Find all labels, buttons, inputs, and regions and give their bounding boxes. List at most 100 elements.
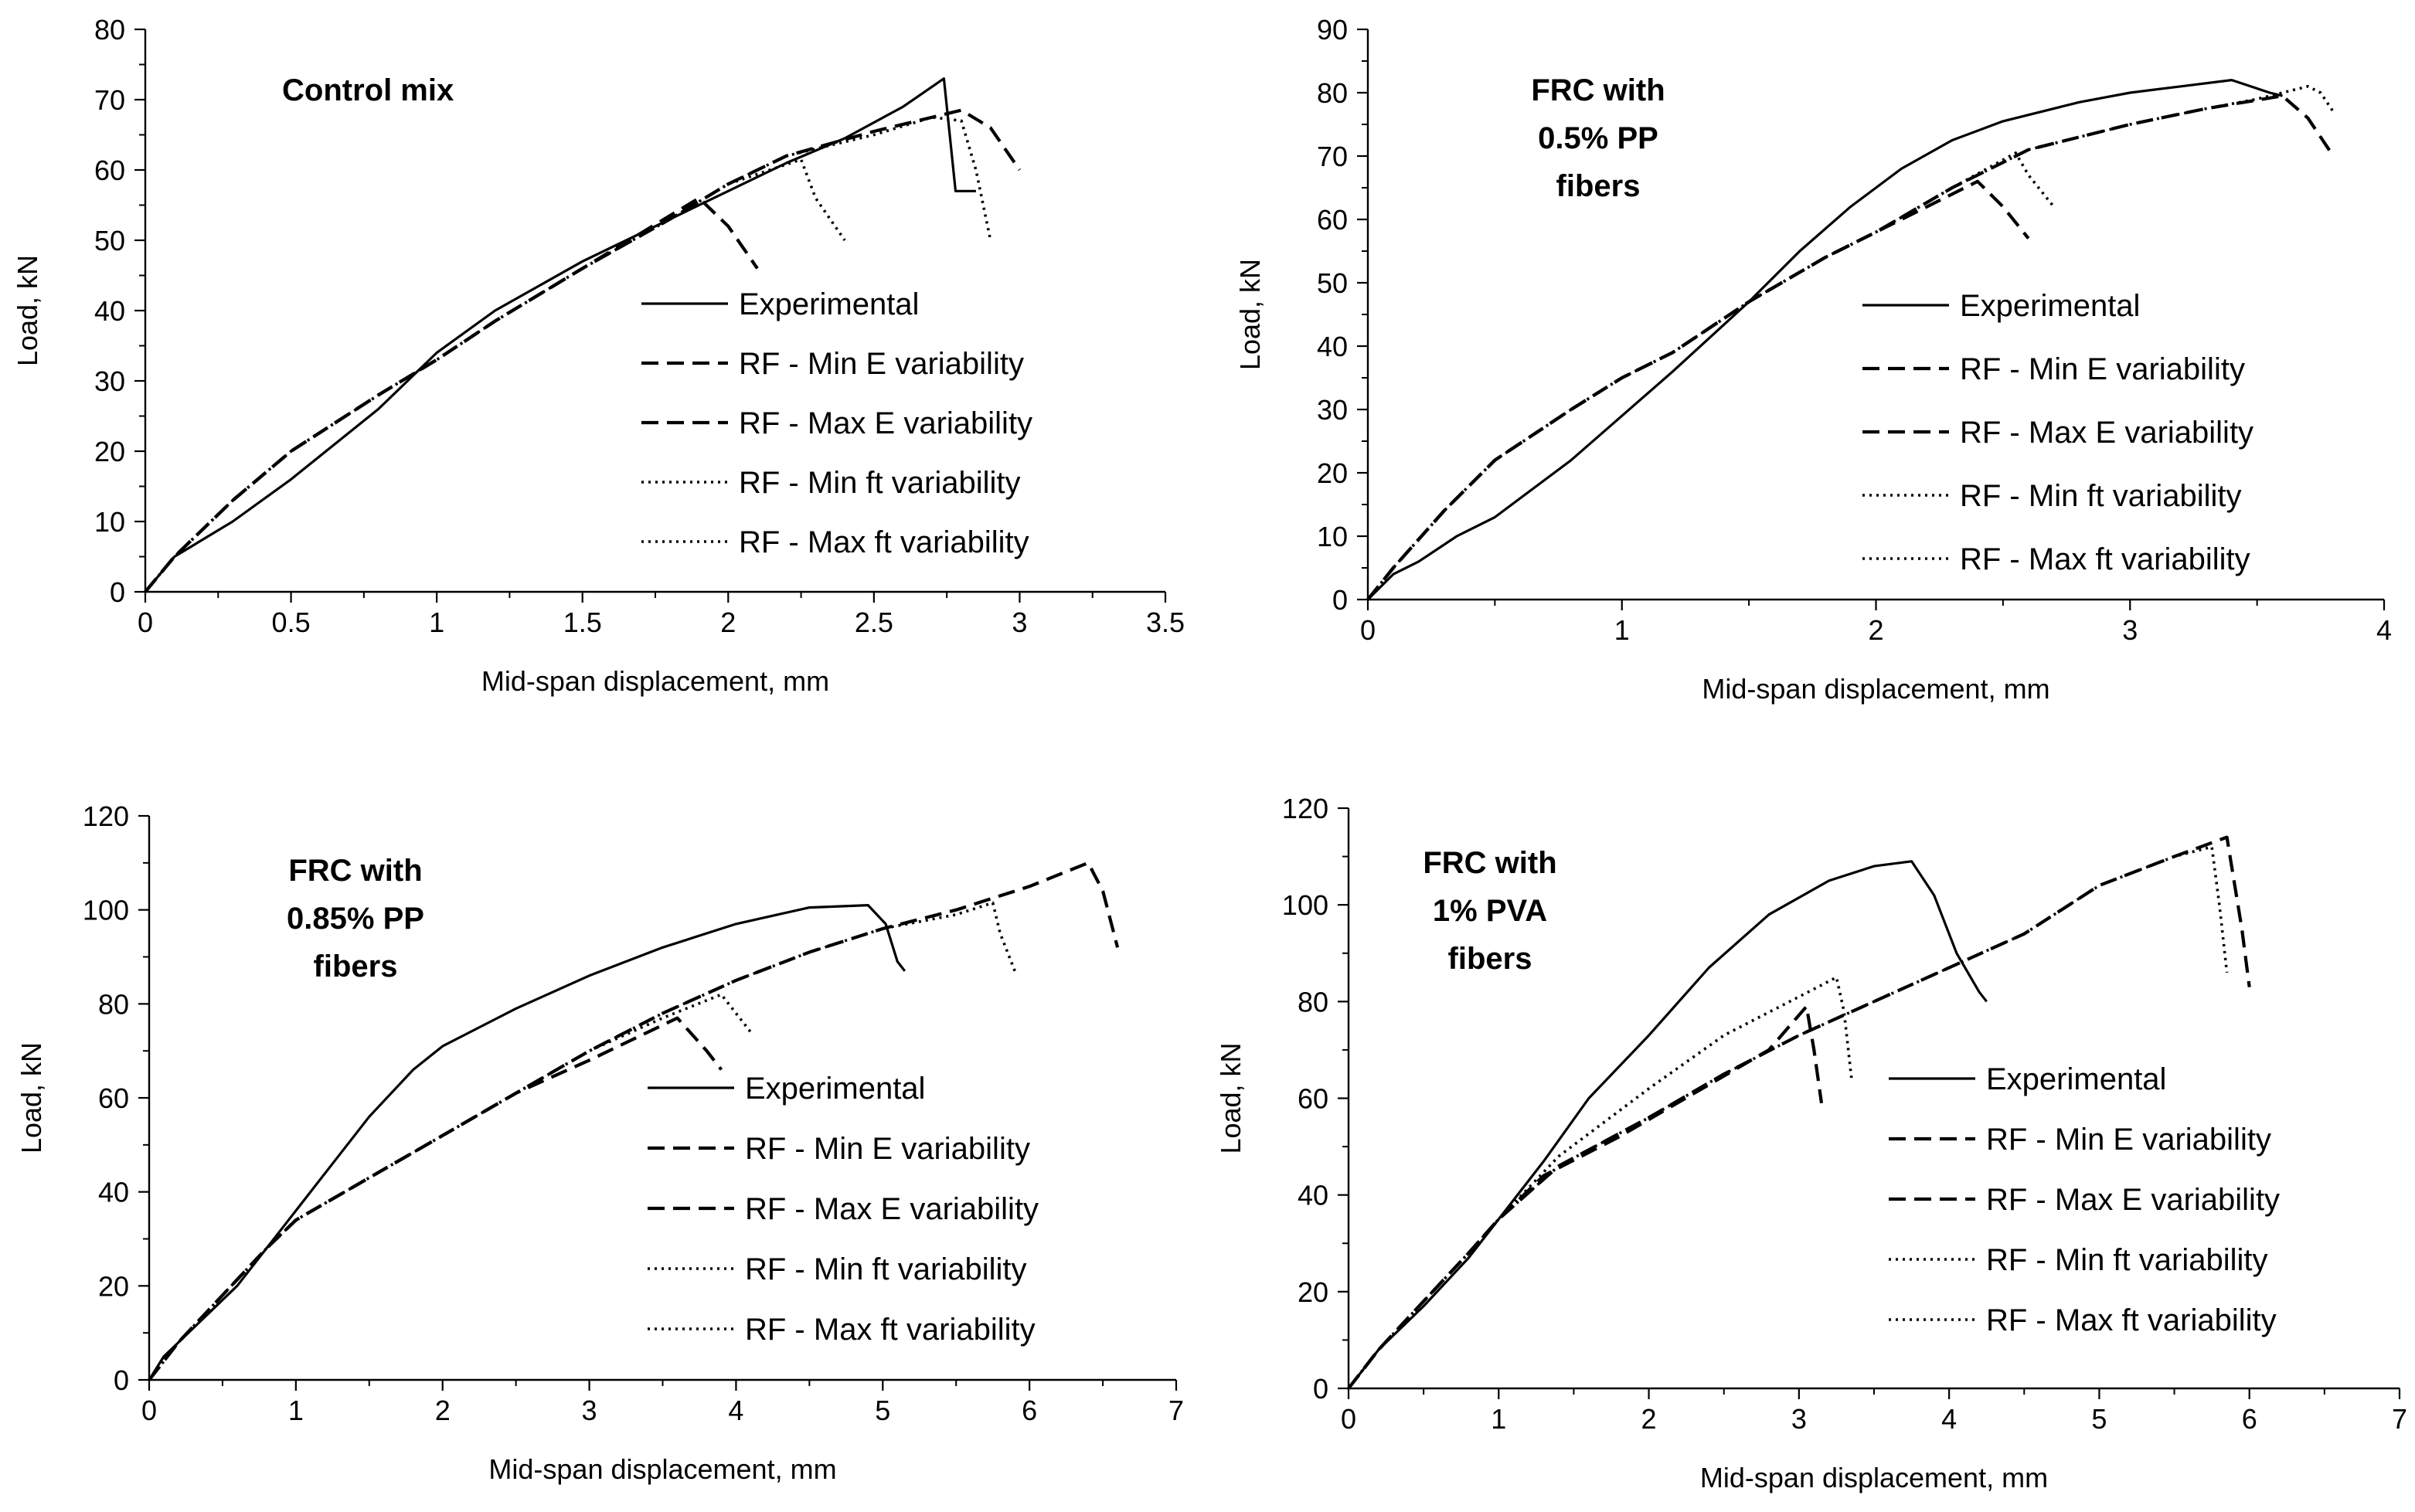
legend: Experimental RF - Min E variability RF - M… (1889, 1062, 2280, 1337)
legend-label: RF - Min E variability (745, 1132, 1030, 1166)
y-tick-label: 20 (1317, 457, 1348, 489)
y-tick-label: 20 (1298, 1276, 1328, 1308)
y-tick-label: 30 (94, 365, 125, 397)
chart-title: FRC with 1% PVA fibers (1423, 846, 1556, 976)
x-tick-label: 6 (2242, 1403, 2257, 1435)
legend: Experimental RF - Min E variability RF - M… (648, 1072, 1039, 1347)
y-tick-label: 60 (1298, 1083, 1328, 1115)
legend-label: RF - Max E variability (1986, 1183, 2280, 1217)
x-axis-label: Mid-span displacement, mm (488, 1453, 836, 1485)
y-tick-label: 100 (83, 895, 129, 926)
x-tick-label: 7 (2392, 1403, 2407, 1435)
x-tick-label: 2 (1868, 614, 1883, 646)
legend-label: RF - Max ft variability (745, 1313, 1036, 1347)
chart-title-line: FRC with (1423, 846, 1556, 880)
legend-label: RF - Max ft variability (1960, 542, 2250, 576)
series-line-1 (144, 77, 976, 593)
series-line-3 (1366, 94, 2335, 601)
y-tick-label: 80 (98, 988, 129, 1020)
y-tick-label: 80 (1317, 77, 1348, 109)
legend-label: RF - Min ft variability (745, 1252, 1027, 1286)
chart-title-line: fibers (1448, 942, 1532, 976)
x-tick-label: 5 (875, 1395, 890, 1426)
legend-label: RF - Max E variability (739, 406, 1032, 440)
legend-label: RF - Min ft variability (739, 466, 1021, 500)
y-tick-label: 0 (1313, 1373, 1328, 1405)
x-tick-label: 3 (1791, 1403, 1807, 1435)
y-tick-label: 0 (114, 1364, 129, 1396)
series-line-4 (1347, 976, 1853, 1390)
y-tick-label: 90 (1317, 14, 1348, 46)
y-tick-label: 0 (1332, 584, 1348, 616)
legend-label: Experimental (1960, 289, 2140, 323)
legend-label: RF - Min E variability (1986, 1123, 2271, 1157)
legend-label: RF - Max ft variability (1986, 1303, 2277, 1337)
x-axis-label: Mid-span displacement, mm (481, 665, 829, 697)
y-tick-label: 30 (1317, 394, 1348, 426)
y-tick-label: 60 (94, 155, 125, 186)
y-tick-label: 80 (94, 14, 125, 46)
x-tick-label: 5 (2091, 1403, 2107, 1435)
series-line-4 (1366, 151, 2056, 601)
y-tick-label: 60 (98, 1082, 129, 1114)
legend-label: RF - Max E variability (1960, 416, 2253, 450)
y-tick-label: 50 (1317, 267, 1348, 299)
series-line-3 (148, 861, 1120, 1381)
y-tick-label: 40 (94, 295, 125, 327)
x-tick-label: 0.5 (272, 606, 311, 638)
x-axis-label: Mid-span displacement, mm (1700, 1462, 2048, 1493)
chart-title-line: fibers (314, 950, 398, 984)
series-line-2 (1366, 179, 2030, 601)
y-tick-label: 40 (1298, 1180, 1328, 1211)
series-line-4 (148, 993, 752, 1381)
legend-label: RF - Max ft variability (739, 525, 1029, 559)
series-line-1 (148, 904, 906, 1381)
series-line-2 (1347, 1004, 1824, 1390)
x-tick-label: 3 (582, 1395, 597, 1426)
x-tick-label: 1.5 (563, 606, 602, 638)
chart-title-line: FRC with (288, 854, 422, 888)
series-line-5 (1366, 85, 2335, 601)
legend-label: RF - Min ft variability (1960, 479, 2242, 513)
chart-title-line: FRC with (1531, 73, 1665, 107)
series-line-1 (1366, 79, 2283, 601)
x-axis-label: Mid-span displacement, mm (1702, 673, 2049, 705)
chart-title: Control mix (282, 73, 454, 107)
y-axis-label: Load, kN (1234, 259, 1266, 370)
x-tick-label: 1 (1491, 1403, 1506, 1435)
legend-label: Experimental (1986, 1062, 2166, 1096)
y-tick-label: 70 (94, 84, 125, 116)
series-line-1 (1347, 860, 1988, 1389)
y-tick-label: 120 (1282, 793, 1328, 824)
series-line-5 (1347, 845, 2229, 1390)
x-tick-label: 3 (2122, 614, 2138, 646)
chart-panel-3: 0 1 2 3 4 5 6 7 0 20 40 60 80 100 120 Mid-span displace… (15, 800, 1184, 1485)
x-tick-label: 4 (728, 1395, 743, 1426)
x-tick-label: 2.5 (855, 606, 893, 638)
x-tick-label: 6 (1022, 1395, 1037, 1426)
chart-title-line: 0.85% PP (287, 902, 424, 936)
x-tick-label: 1 (288, 1395, 304, 1426)
legend-label: Experimental (745, 1072, 925, 1106)
x-tick-label: 4 (1941, 1403, 1957, 1435)
x-tick-label: 0 (141, 1395, 157, 1426)
x-tick-label: 4 (2376, 614, 2392, 646)
chart-panel-1: 0 0.5 1 1.5 2 2.5 3 3.5 0 10 20 30 40 50 60 70 80 Mid-spa… (12, 14, 1185, 697)
series-line-3 (144, 108, 1022, 593)
series-line-2 (148, 1016, 723, 1381)
x-tick-label: 2 (1641, 1403, 1657, 1435)
legend-label: RF - Min E variability (1960, 352, 2245, 386)
y-tick-label: 50 (94, 225, 125, 257)
y-tick-label: 80 (1298, 986, 1328, 1018)
x-tick-label: 1 (1614, 614, 1630, 646)
x-tick-label: 3.5 (1146, 606, 1185, 638)
x-tick-label: 7 (1168, 1395, 1184, 1426)
legend-label: Experimental (739, 287, 919, 321)
series-line-2 (144, 196, 759, 593)
y-tick-label: 20 (94, 436, 125, 467)
y-tick-label: 120 (83, 800, 129, 832)
legend: Experimental RF - Min E variability RF - M… (641, 287, 1032, 559)
chart-title: FRC with 0.5% PP fibers (1531, 73, 1665, 203)
